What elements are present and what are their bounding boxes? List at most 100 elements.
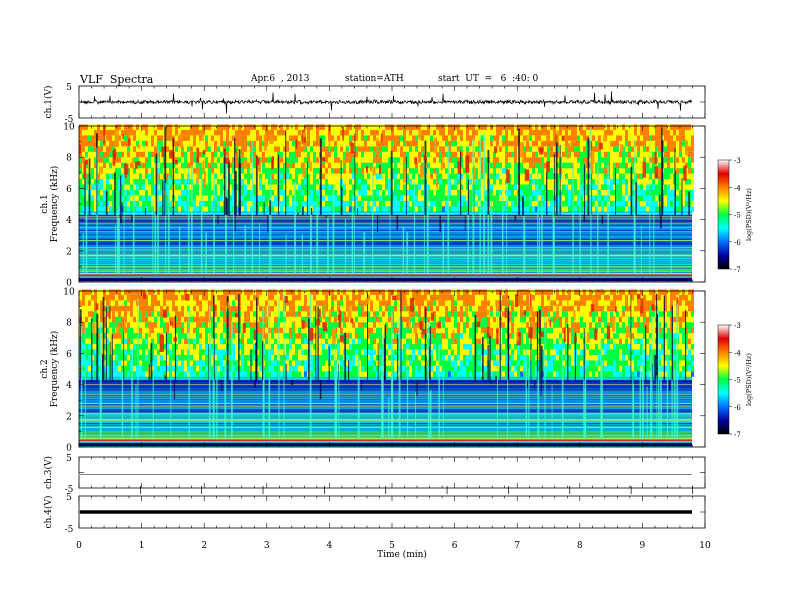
spectrum-cell <box>232 322 235 328</box>
spectrum-cell <box>145 333 148 339</box>
spectrum-cell <box>535 162 538 169</box>
spectrum-cell <box>256 124 259 130</box>
spectrum-cell <box>595 162 598 169</box>
spectrum-cell <box>220 200 223 207</box>
spectrum-cell <box>385 157 388 163</box>
spectrum-cell <box>691 135 694 141</box>
spectrum-cell <box>154 157 157 163</box>
spectrum-cell <box>181 311 184 317</box>
spectrum-cell <box>352 206 355 212</box>
spectrum-cell <box>631 157 634 163</box>
spectrum-cell <box>292 129 295 136</box>
spectrum-cell <box>124 124 127 130</box>
spectrum-cell <box>229 206 232 212</box>
spectrum-cell <box>127 168 130 174</box>
spectrum-cell <box>184 344 187 350</box>
spectrum-cell <box>115 349 118 355</box>
spectrum-cell <box>184 140 187 147</box>
spectrum-cell <box>241 124 244 130</box>
spectrum-cell <box>97 146 100 152</box>
spectrum-cell <box>367 200 370 207</box>
spectrum-cell <box>121 162 124 169</box>
spectrum-cell <box>445 162 448 169</box>
spectrum-cell <box>166 344 169 350</box>
spectrum-cell <box>229 333 232 339</box>
spectrum-cell <box>574 157 577 163</box>
spectrum-cell <box>475 173 478 180</box>
colorbar-label: log(PSD)(V²/Hz) <box>745 188 753 241</box>
spectrum-cell <box>193 189 196 196</box>
spectrum-cell <box>460 195 463 201</box>
spectrum-cell <box>103 305 106 312</box>
spectrum-cell <box>439 168 442 174</box>
spectrum-cell <box>112 365 115 372</box>
spectrum-cell <box>664 195 667 201</box>
spectrum-cell <box>166 162 169 169</box>
spectrum-cell <box>139 300 142 306</box>
spectrum-cell <box>103 349 106 355</box>
spectrum-cell <box>85 135 88 141</box>
spectrum-cell <box>211 344 214 350</box>
spectrum-cell <box>379 157 382 163</box>
spectrum-cell <box>679 189 682 196</box>
spectrum-cell <box>373 206 376 212</box>
spectrum-cell <box>139 311 142 317</box>
spectrum-cell <box>124 206 127 212</box>
spectrum-cell <box>121 371 124 377</box>
y-tick-label: 10 <box>63 123 75 133</box>
spectrum-cell <box>166 349 169 355</box>
spectrum-cell <box>235 162 238 169</box>
spectrum-cell <box>595 184 598 190</box>
spectrum-cell <box>484 151 487 158</box>
spectrum-cell <box>241 344 244 350</box>
spectrum-cell <box>91 146 94 152</box>
spectrum-cell <box>427 146 430 152</box>
spectrum-cell <box>199 189 202 196</box>
spectrum-cell <box>550 184 553 190</box>
spectrum-cell <box>151 360 154 366</box>
spectrum-cell <box>382 157 385 163</box>
spectrum-cell <box>139 371 142 377</box>
spectrum-cell <box>613 195 616 201</box>
spectrum-cell <box>220 173 223 180</box>
spectrum-cell <box>451 200 454 207</box>
spectrum-cell <box>358 157 361 163</box>
spectrum-cell <box>154 200 157 207</box>
spectrum-cell <box>247 195 250 201</box>
spectrum-cell <box>253 200 256 207</box>
spectrum-cell <box>274 360 277 366</box>
spectrum-cell <box>457 146 460 152</box>
spectrum-cell <box>622 168 625 174</box>
spectrum-cell <box>259 300 262 306</box>
spectrum-cell <box>187 300 190 306</box>
spectrum-cell <box>394 129 397 136</box>
spectrum-cell <box>292 179 295 185</box>
spectrum-cell <box>154 129 157 136</box>
spectrum-cell <box>139 294 142 301</box>
spectrum-cell <box>112 146 115 152</box>
spectrum-cell <box>220 327 223 334</box>
spectrum-cell <box>214 333 217 339</box>
spectrum-cell <box>496 151 499 158</box>
spectrum-cell <box>235 360 238 366</box>
spectrum-band <box>79 439 692 443</box>
spectrum-cell <box>640 124 643 130</box>
spectrum-cell <box>670 124 673 130</box>
spectrum-cell <box>400 162 403 169</box>
spectrum-cell <box>190 349 193 355</box>
spectrum-cell <box>163 360 166 366</box>
spectrum-cell <box>202 316 205 323</box>
spectrum-cell <box>451 206 454 212</box>
spectrum-cell <box>658 135 661 141</box>
spectrum-cell <box>508 195 511 201</box>
spectrum-cell <box>220 360 223 366</box>
spectrum-cell <box>181 354 184 361</box>
spectrum-cell <box>565 162 568 169</box>
spectrum-cell <box>622 140 625 147</box>
spectrum-cell <box>109 146 112 152</box>
spectrum-cell <box>202 140 205 147</box>
spectrum-cell <box>637 135 640 141</box>
spectrum-cell <box>385 184 388 190</box>
spectrum-patch <box>309 161 313 172</box>
